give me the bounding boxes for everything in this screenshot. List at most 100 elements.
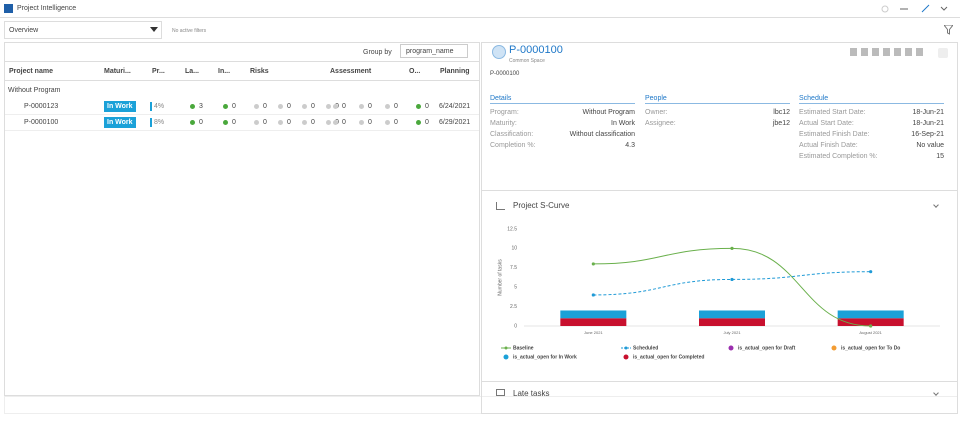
owner-count: 0 xyxy=(425,103,429,110)
field-value: Without Program xyxy=(582,109,635,116)
field-value: Without classification xyxy=(569,131,635,138)
panel-action[interactable] xyxy=(905,48,912,56)
legend-swatch xyxy=(623,354,629,360)
group-by-value: program_name xyxy=(406,48,454,55)
column-header[interactable]: In... xyxy=(218,68,231,75)
status-dot xyxy=(416,104,421,109)
x-tick-label: July 2021 xyxy=(723,330,741,335)
view-label: Overview xyxy=(9,27,39,34)
column-header[interactable]: Pr... xyxy=(152,68,165,75)
legend-swatch xyxy=(503,354,509,360)
assessment-count: 0 xyxy=(368,103,372,110)
status-dot xyxy=(190,120,195,125)
view-select[interactable] xyxy=(4,21,162,39)
risk-count: 0 xyxy=(263,119,267,126)
section-rule xyxy=(645,103,790,104)
bar xyxy=(560,318,627,326)
title-bar xyxy=(0,0,960,18)
section-title: Schedule xyxy=(799,95,829,102)
section-title: People xyxy=(645,95,667,102)
planning-date: 6/24/2021 xyxy=(439,103,471,110)
assessment-count: 0 xyxy=(342,119,346,126)
y-tick-label: 0 xyxy=(514,323,517,329)
late-tasks-title: Late tasks xyxy=(513,389,550,398)
legend-label: is_actual_open for Completed xyxy=(633,354,704,360)
panel-action[interactable] xyxy=(894,48,901,56)
panel-action[interactable] xyxy=(916,48,923,56)
y-tick-label: 5 xyxy=(514,285,517,291)
legend-swatch xyxy=(728,345,734,351)
point xyxy=(730,246,734,250)
field-label: Actual Start Date: xyxy=(799,120,854,127)
header-row xyxy=(5,61,479,81)
legend-label: is_actual_open for To Do xyxy=(841,345,900,351)
avatar xyxy=(492,45,506,59)
planning-date: 6/29/2021 xyxy=(439,119,471,126)
bar xyxy=(560,310,627,319)
panel-space: Common Space xyxy=(509,58,545,64)
risk-count: 0 xyxy=(263,103,267,110)
legend-label: Baseline xyxy=(513,345,534,351)
app-icon xyxy=(4,4,13,13)
project-name[interactable]: P-0000123 xyxy=(24,103,59,110)
issue-count: 0 xyxy=(232,119,236,126)
progress: 8% xyxy=(150,118,164,127)
status-dot xyxy=(254,120,259,125)
status-dot xyxy=(223,104,228,109)
field-label: Assignee: xyxy=(645,120,676,127)
status-dot xyxy=(190,104,195,109)
panel-action[interactable] xyxy=(872,48,879,56)
point xyxy=(591,262,595,266)
column-header[interactable]: Maturi... xyxy=(104,68,131,75)
point xyxy=(730,277,734,282)
status-dot xyxy=(385,120,390,125)
divider xyxy=(482,381,957,382)
column-header[interactable]: Planning xyxy=(440,68,470,75)
field-label: Completion %: xyxy=(490,142,536,149)
y-tick-label: 2.5 xyxy=(510,304,517,310)
column-header[interactable]: La... xyxy=(185,68,200,75)
panel-action[interactable] xyxy=(861,48,868,56)
group-by-select[interactable] xyxy=(400,44,468,58)
risk-count: 0 xyxy=(311,103,315,110)
bar xyxy=(699,318,765,326)
field-value: In Work xyxy=(611,120,635,127)
late-count: 0 xyxy=(199,119,203,126)
status-dot xyxy=(333,120,338,125)
legend-swatch xyxy=(831,345,837,351)
table-pane xyxy=(4,42,480,396)
panel-id: P-0000100 xyxy=(490,71,520,77)
assessment-count: 0 xyxy=(394,119,398,126)
column-header[interactable]: Assessment xyxy=(330,68,372,75)
risk-count: 0 xyxy=(287,119,291,126)
row-line xyxy=(5,130,479,131)
panel-title: P-0000100 xyxy=(509,44,563,56)
status-dot xyxy=(385,104,390,109)
progress: 4% xyxy=(150,102,164,111)
close-button[interactable] xyxy=(938,48,948,58)
field-value: lbc12 xyxy=(773,109,790,116)
filter-icon[interactable] xyxy=(944,25,953,35)
x-tick-label: August 2021 xyxy=(859,330,882,335)
legend-swatch xyxy=(624,346,628,350)
point xyxy=(869,270,873,274)
detail-panel xyxy=(481,42,958,414)
column-header[interactable]: Project name xyxy=(9,68,53,75)
x-tick-label: June 2021 xyxy=(584,330,603,335)
panel-action[interactable] xyxy=(850,48,857,56)
field-label: Estimated Finish Date: xyxy=(799,131,870,138)
status-dot xyxy=(278,120,283,125)
risk-count: 0 xyxy=(287,103,291,110)
column-header[interactable]: O... xyxy=(409,68,421,75)
maturity-badge: In Work xyxy=(104,101,136,112)
window-controls[interactable] xyxy=(880,3,955,15)
column-header[interactable]: Risks xyxy=(250,68,269,75)
status-dot xyxy=(416,120,421,125)
legend-label: is_actual_open for In Work xyxy=(513,354,577,360)
issue-count: 0 xyxy=(232,103,236,110)
status-dot xyxy=(278,104,283,109)
panel-action[interactable] xyxy=(883,48,890,56)
project-name[interactable]: P-0000100 xyxy=(24,119,59,126)
